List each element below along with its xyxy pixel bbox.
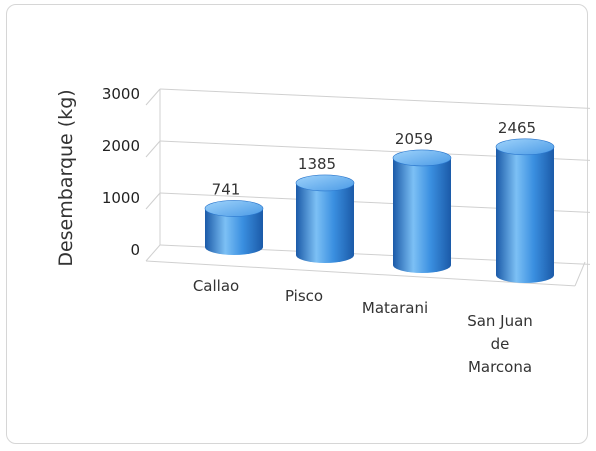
- y-axis-ticks: 0 1000 2000 3000: [102, 85, 140, 259]
- x-tick-label: Callao: [193, 277, 239, 295]
- x-tick-label: San Juan de Marcona: [467, 312, 533, 376]
- gridline-3000: [159, 88, 591, 109]
- x-axis-categories: Callao Pisco Matarani San Juan de Marcona: [193, 277, 533, 376]
- gridline-side-1000: [145, 192, 161, 210]
- gridline-side-2000: [145, 140, 161, 158]
- bar-series: 741 1385 2059 2465: [204, 119, 555, 283]
- gridline-side-3000: [145, 88, 161, 106]
- data-label: 1385: [298, 155, 336, 173]
- y-tick-label: 0: [130, 241, 140, 259]
- gridline-side-0: [145, 244, 161, 262]
- bar-body: [496, 146, 554, 283]
- bar-Callao: 741: [204, 180, 264, 255]
- bar-top: [295, 174, 355, 192]
- y-axis-label: Desembarque (kg): [55, 89, 77, 266]
- data-label: 2465: [498, 119, 536, 137]
- bar-San Juan de Marcona: 2465: [495, 119, 555, 283]
- bar-body: [205, 208, 263, 255]
- floor-right-edge: [574, 261, 586, 287]
- x-tick-label: Pisco: [285, 287, 323, 305]
- data-label: 741: [212, 180, 241, 198]
- floor-front-edge: [145, 260, 576, 287]
- bar-top: [495, 138, 555, 156]
- bar-Pisco: 1385: [295, 155, 355, 263]
- y-tick-label: 3000: [102, 85, 140, 103]
- y-tick-label: 2000: [102, 137, 140, 155]
- data-label: 2059: [395, 130, 433, 148]
- bar-top: [392, 149, 452, 167]
- bar-top: [204, 200, 264, 217]
- x-tick-label: Matarani: [362, 299, 428, 317]
- y-tick-label: 1000: [102, 189, 140, 207]
- bar-Matarani: 2059: [392, 130, 452, 273]
- bar-body: [296, 182, 354, 263]
- bar-body: [393, 157, 451, 273]
